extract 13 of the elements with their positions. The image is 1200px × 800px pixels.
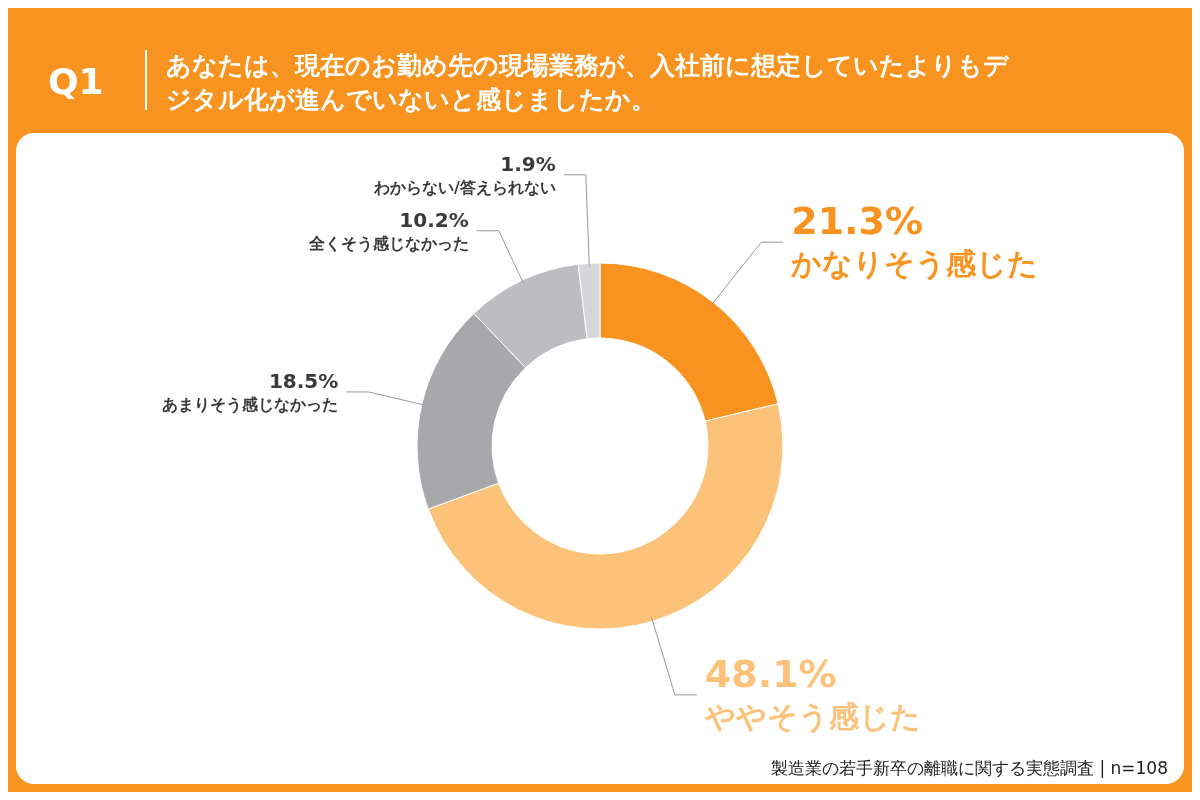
text: Q1: [48, 61, 104, 102]
chart-title: あなたは、現在のお勤め先の現場業務が、入社前に想定していたよりもデジタル化が進んでいないと感じましたか。: [166, 51, 1010, 114]
slice-label: わからない/答えられない: [372, 177, 556, 197]
slice-label: かなりそう感じた: [790, 246, 1039, 282]
slice-label: 全くそう感じなかった: [307, 233, 469, 253]
text: 製造業の若手新卒の離職に関する実態調査 | n=108: [770, 758, 1168, 778]
data-label: 48.1%: [704, 651, 837, 696]
slice-label: ややそう感じた: [703, 698, 921, 734]
slice-label: あまりそう感じなかった: [162, 394, 339, 414]
data-label: 10.2%: [399, 207, 469, 232]
data-label: 1.9%: [500, 151, 556, 176]
data-label: 21.3%: [791, 199, 924, 244]
data-label: 18.5%: [268, 368, 339, 393]
